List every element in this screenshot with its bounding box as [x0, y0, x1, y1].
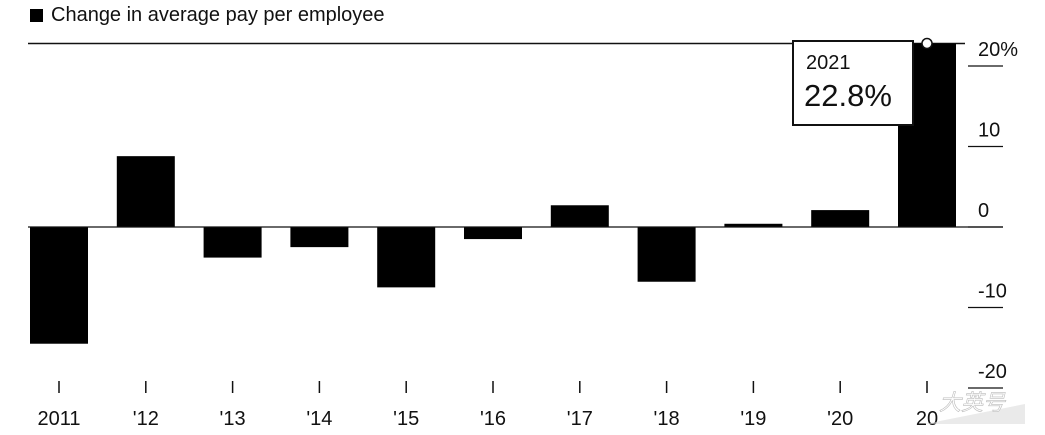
- annotation-callout: 2021 22.8%: [792, 40, 914, 126]
- y-tick-label-0: 20%: [978, 39, 1018, 61]
- bar-7: [637, 227, 696, 282]
- y-tick-label-3: -10: [978, 281, 1007, 303]
- watermark-graphic: 大英号: [925, 391, 1025, 424]
- annotation-year: 2021: [806, 52, 851, 74]
- watermark-logo: 大英号: [925, 384, 1025, 424]
- annotation-marker: [921, 37, 933, 50]
- y-tick-label-4: -20: [978, 361, 1007, 383]
- x-tick-label-4: '15: [393, 408, 419, 430]
- x-tick-label-6: '17: [567, 408, 593, 430]
- x-tick-label-1: '12: [133, 408, 159, 430]
- bar-9: [811, 210, 870, 227]
- chart-legend: Change in average pay per employee: [30, 4, 385, 27]
- bar-5: [464, 227, 522, 240]
- x-tick-label-5: '16: [480, 408, 506, 430]
- x-tick-label-7: '18: [654, 408, 680, 430]
- bar-6: [550, 205, 609, 227]
- bar-4: [377, 227, 436, 288]
- watermark-text: 大英号: [939, 391, 1006, 416]
- x-tick-label-10: 20: [916, 408, 938, 430]
- bar-3: [290, 227, 349, 248]
- x-tick-label-0: 2011: [37, 408, 80, 430]
- bar-2: [203, 227, 262, 258]
- bar-8: [724, 223, 783, 227]
- y-tick-label-2: 0: [978, 200, 989, 222]
- legend-swatch: [30, 9, 43, 22]
- x-tick-label-2: '13: [220, 408, 246, 430]
- bar-1: [116, 156, 175, 227]
- legend-label: Change in average pay per employee: [51, 4, 385, 26]
- bar-0: [30, 227, 88, 344]
- annotation-value: 22.8%: [804, 78, 892, 113]
- x-tick-label-8: '19: [740, 408, 766, 430]
- x-tick-label-9: '20: [827, 408, 853, 430]
- y-tick-label-1: 10: [978, 120, 1000, 142]
- x-tick-label-3: '14: [306, 408, 332, 430]
